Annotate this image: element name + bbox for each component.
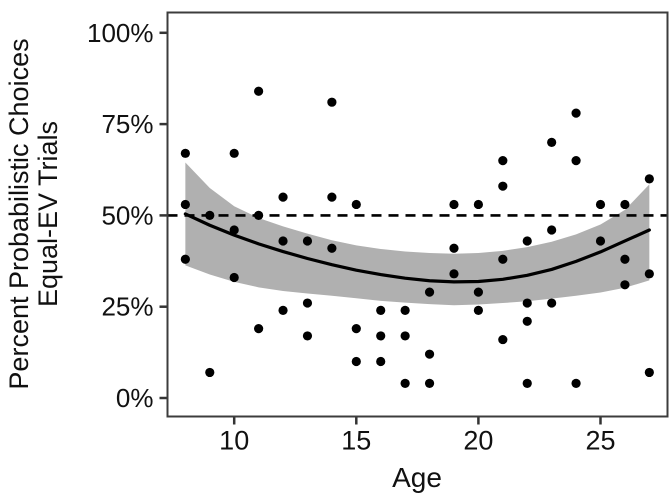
data-point	[547, 137, 557, 147]
data-point	[449, 243, 459, 253]
data-point	[620, 199, 630, 210]
data-point	[376, 356, 386, 367]
data-point	[254, 86, 264, 96]
y-tick-label: 25%	[101, 292, 153, 322]
data-point	[644, 174, 654, 184]
data-point	[351, 199, 361, 210]
data-point	[302, 331, 313, 341]
confidence-band	[185, 162, 650, 306]
data-point	[571, 156, 581, 166]
data-point	[400, 331, 410, 341]
axes-layer: 0% 25% 50% 75% 100% 10 15 20 25	[87, 18, 616, 456]
data-point	[522, 316, 532, 326]
data-point	[351, 356, 361, 367]
data-point	[424, 378, 435, 388]
data-point	[620, 254, 630, 264]
data-point	[351, 324, 361, 334]
data-point	[278, 305, 288, 315]
data-point	[498, 181, 508, 191]
data-point	[595, 199, 606, 210]
smooth-curve-layer	[183, 212, 651, 284]
data-point	[180, 199, 190, 210]
data-point	[424, 287, 435, 297]
y-axis-title-line2: Equal-EV Trials	[33, 121, 63, 307]
data-point	[376, 305, 386, 315]
data-point	[473, 199, 483, 210]
data-point	[498, 334, 508, 345]
data-point	[522, 236, 532, 246]
data-point	[376, 331, 386, 341]
data-points-layer	[180, 86, 654, 388]
data-point	[302, 236, 313, 246]
data-point	[205, 210, 215, 220]
data-point	[254, 210, 264, 220]
data-point	[620, 280, 630, 290]
y-tick-label: 50%	[101, 200, 153, 230]
x-tick-label: 10	[219, 426, 249, 456]
data-point	[180, 254, 190, 264]
data-point	[473, 287, 483, 297]
data-point	[522, 298, 532, 308]
data-point	[400, 378, 410, 388]
data-point	[644, 367, 654, 378]
data-point	[449, 269, 459, 279]
y-tick-label: 100%	[87, 18, 154, 48]
y-tick-label: 75%	[101, 109, 153, 139]
data-point	[424, 349, 435, 359]
data-point	[400, 305, 410, 315]
data-point	[498, 254, 508, 264]
x-tick-label: 20	[463, 426, 493, 456]
data-point	[498, 156, 508, 166]
y-tick-label: 0%	[116, 383, 154, 413]
data-point	[327, 97, 337, 107]
data-point	[278, 192, 288, 202]
data-point	[278, 236, 288, 246]
y-axis-title-line1: Percent Probabilistic Choices	[4, 38, 34, 389]
data-point	[547, 298, 557, 308]
panel-border	[166, 11, 669, 418]
data-point	[229, 272, 239, 283]
smooth-fit-curve	[183, 212, 651, 284]
data-point	[522, 378, 532, 388]
data-point	[644, 269, 654, 279]
data-point	[449, 199, 459, 210]
data-point	[571, 378, 581, 388]
data-point	[327, 243, 337, 253]
x-tick-label: 15	[341, 426, 371, 456]
data-point	[327, 192, 337, 202]
data-point	[595, 236, 606, 246]
data-point	[229, 225, 239, 235]
x-tick-label: 25	[585, 426, 615, 456]
data-point	[302, 298, 313, 308]
confidence-band-layer	[185, 162, 650, 306]
data-point	[571, 108, 581, 118]
data-point	[254, 324, 264, 334]
data-point	[229, 148, 239, 158]
x-axis-title: Age	[392, 462, 442, 493]
data-point	[547, 225, 557, 235]
data-point	[205, 367, 215, 378]
data-point	[473, 305, 483, 315]
data-point	[180, 148, 190, 158]
